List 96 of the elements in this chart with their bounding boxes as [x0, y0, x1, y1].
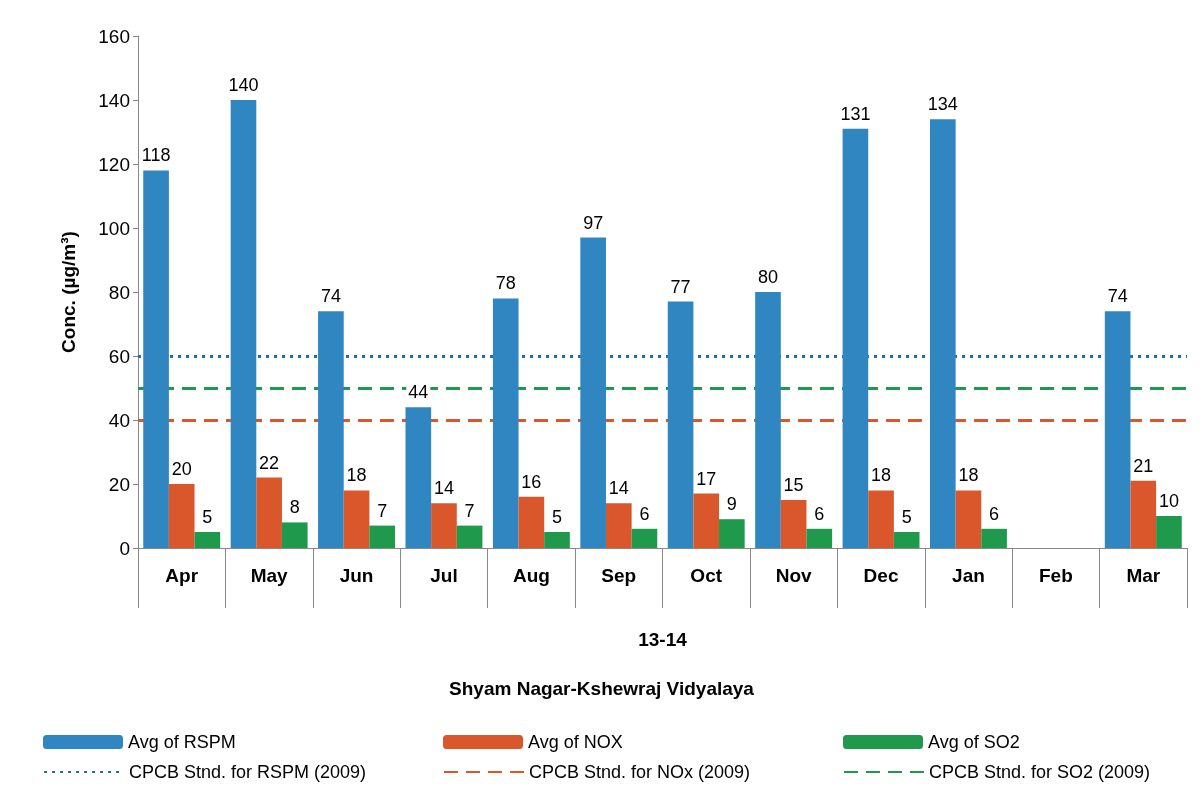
- bar: [544, 532, 570, 548]
- bar: [168, 484, 195, 548]
- bar: [405, 407, 432, 548]
- x-tick-label: Apr: [165, 565, 199, 586]
- data-label: 18: [871, 465, 892, 486]
- y-tick-label: 0: [119, 537, 130, 559]
- x-tick-label: Nov: [775, 565, 812, 586]
- bar: [369, 525, 396, 548]
- data-label: 16: [521, 471, 542, 492]
- x-tick-label: Oct: [690, 565, 723, 586]
- y-tick-label: 40: [108, 409, 130, 431]
- bar: [868, 490, 894, 548]
- bar: [605, 503, 632, 548]
- bar: [456, 525, 483, 548]
- bar: [256, 477, 282, 548]
- data-label: 14: [433, 478, 454, 499]
- x-tick-label: Sep: [601, 565, 637, 586]
- legend-label: CPCB Stnd. for SO2 (2009): [929, 762, 1151, 782]
- x-tick-label: Feb: [1038, 565, 1073, 586]
- x-tick-label: Jul: [430, 565, 458, 586]
- x-tick-label: Aug: [512, 565, 550, 586]
- x-tick-label: Jan: [952, 565, 985, 586]
- x-tick-label: May: [250, 565, 289, 586]
- bar: [1130, 480, 1157, 548]
- legend-label: Avg of NOX: [528, 732, 623, 752]
- x-tick-label: Dec: [863, 565, 899, 586]
- legend-label: CPCB Stnd. for NOx (2009): [529, 762, 751, 782]
- y-tick-label: 20: [108, 473, 130, 495]
- x-tick-label: Mar: [1126, 565, 1161, 586]
- bar: [806, 528, 833, 548]
- data-label: 14: [608, 478, 629, 499]
- bar: [893, 532, 920, 548]
- bar: [719, 519, 745, 548]
- data-label: 74: [1107, 286, 1128, 307]
- data-label: 78: [495, 273, 516, 294]
- y-tick-label: 100: [98, 217, 130, 239]
- text: Shyam Nagar-Kshewraj Vidyalaya: [449, 678, 755, 699]
- y-axis-title: Conc. (µg/m³): [58, 231, 79, 353]
- data-label: 74: [320, 286, 341, 307]
- x-tick-label: Jun: [339, 565, 374, 586]
- bar: [518, 496, 545, 548]
- data-label: 140: [228, 75, 259, 95]
- bar: [693, 493, 720, 548]
- bar: [194, 532, 221, 548]
- bar: [580, 237, 606, 548]
- bar: [318, 311, 344, 548]
- data-label: 5: [202, 507, 213, 527]
- data-label: 15: [783, 475, 804, 495]
- data-label: 10: [1158, 491, 1179, 511]
- data-label: 20: [171, 459, 192, 479]
- bar: [981, 528, 1007, 548]
- y-tick-label: 140: [98, 89, 130, 111]
- data-label: 18: [958, 465, 979, 486]
- y-tick-label: 60: [108, 345, 130, 367]
- bar: [955, 490, 982, 548]
- data-label: 6: [639, 503, 650, 524]
- data-label: 6: [814, 503, 825, 524]
- bar: [1104, 311, 1131, 548]
- y-tick-label: 160: [98, 25, 130, 47]
- data-label: 97: [583, 212, 604, 233]
- bar: [431, 503, 457, 548]
- legend-label: Avg of SO2: [928, 732, 1020, 752]
- data-label: 131: [840, 103, 871, 124]
- data-label: 5: [901, 507, 912, 527]
- bar: [143, 170, 169, 548]
- bar: [492, 298, 519, 548]
- bar: [1156, 516, 1182, 548]
- data-label: 44: [408, 382, 429, 403]
- data-label: 5: [552, 507, 563, 527]
- bar: [930, 119, 956, 548]
- data-label: 7: [464, 500, 475, 521]
- y-tick-label: 80: [108, 281, 130, 303]
- data-label: 9: [726, 494, 737, 515]
- bar: [755, 292, 781, 548]
- data-label: 17: [696, 468, 717, 489]
- data-label: 18: [346, 465, 367, 486]
- bar: [667, 301, 694, 548]
- legend-label: CPCB Stnd. for RSPM (2009): [129, 762, 367, 782]
- data-label: 80: [757, 267, 778, 287]
- y-tick-label: 120: [98, 153, 130, 175]
- data-label: 118: [141, 145, 171, 166]
- bar: [780, 500, 807, 548]
- bar: [343, 490, 370, 548]
- bar: [631, 528, 658, 548]
- bar: [281, 522, 308, 548]
- data-label: 134: [927, 94, 958, 115]
- x-axis-title: 13-14: [638, 629, 688, 650]
- bar: [230, 100, 257, 548]
- data-label: 7: [377, 500, 388, 521]
- legend-label: Avg of RSPM: [128, 732, 236, 752]
- data-label: 8: [289, 497, 300, 518]
- data-label: 21: [1133, 455, 1154, 476]
- data-label: 22: [259, 452, 280, 473]
- bar: [842, 128, 869, 548]
- data-label: 6: [989, 503, 1000, 524]
- data-label: 77: [670, 276, 691, 297]
